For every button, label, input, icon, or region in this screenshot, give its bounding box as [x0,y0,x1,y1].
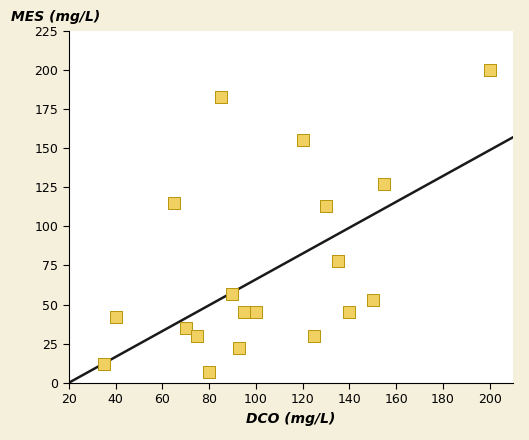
Point [235,345,244,352]
Point [252,309,260,316]
Point [170,199,178,206]
Point [380,180,389,187]
Point [228,290,236,297]
Point [322,202,330,209]
Point [345,309,354,316]
Point [369,297,377,304]
Point [333,257,342,264]
Point [193,332,202,339]
Point [298,137,307,144]
Text: MES (mg/L): MES (mg/L) [11,10,101,24]
Point [486,66,494,73]
Point [181,325,190,332]
Point [99,360,108,367]
Point [205,368,213,375]
Point [216,93,225,100]
X-axis label: DCO (mg/L): DCO (mg/L) [247,412,335,426]
Point [310,332,318,339]
Point [240,309,249,316]
Point [111,314,120,321]
